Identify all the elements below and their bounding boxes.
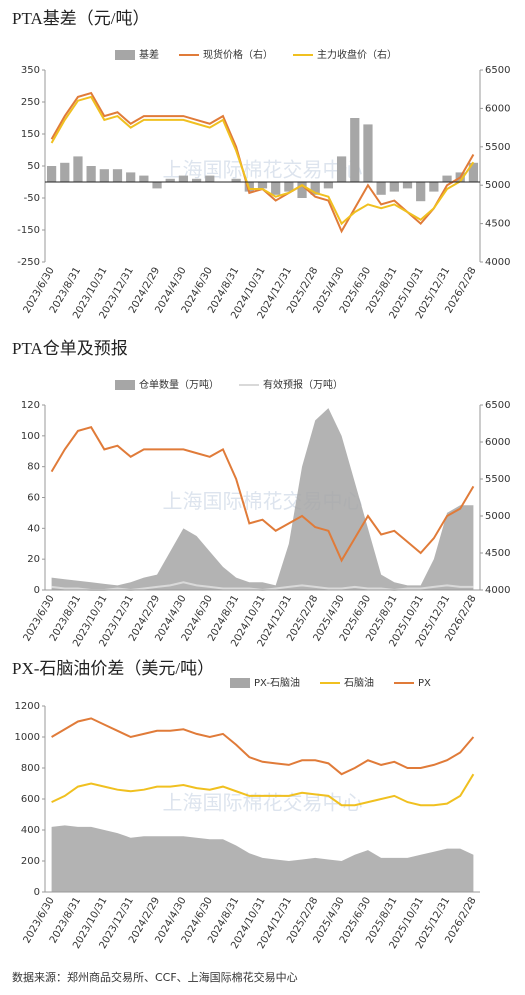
legend-label: PX-石脑油 xyxy=(254,676,300,689)
bar xyxy=(363,124,373,182)
line xyxy=(50,95,475,226)
y-tick-label: 0 xyxy=(34,887,40,898)
bar xyxy=(112,169,123,182)
chart-title: PTA仓单及预报 xyxy=(12,339,128,358)
bar xyxy=(297,182,307,198)
y2-tick-label: 5500 xyxy=(485,474,510,485)
y-tick-label: 120 xyxy=(21,400,40,411)
y2-tick-label: 5000 xyxy=(485,180,510,191)
legend-swatch xyxy=(115,380,135,390)
line xyxy=(51,717,475,776)
bar xyxy=(284,182,294,192)
bar xyxy=(178,175,189,182)
watermark: 上海国际棉花交易中心 xyxy=(163,791,363,815)
bar xyxy=(60,162,70,182)
legend-label: 主力收盘价（右） xyxy=(317,48,397,61)
bar xyxy=(402,182,413,189)
y-tick-label: 20 xyxy=(27,554,40,565)
bar xyxy=(99,169,109,182)
line xyxy=(50,426,475,563)
y-tick-label: -50 xyxy=(24,193,40,204)
bar xyxy=(205,175,215,182)
bar xyxy=(350,118,360,182)
bar xyxy=(376,182,386,195)
bar xyxy=(257,182,268,189)
source-note: 数据来源：郑州商品交易所、CCF、上海国际棉花交易中心 xyxy=(12,970,298,984)
y-tick-label: 400 xyxy=(21,825,40,836)
y-tick-label: 150 xyxy=(21,129,40,140)
y-tick-label: 200 xyxy=(21,856,40,867)
y-tick-label: 1200 xyxy=(15,701,40,712)
y-tick-label: 80 xyxy=(27,462,40,473)
area xyxy=(51,825,474,892)
bar xyxy=(416,182,426,202)
y-tick-label: 250 xyxy=(21,97,40,108)
legend-label: PX xyxy=(418,678,431,689)
bar xyxy=(139,175,149,182)
chart: PX-石脑油价差（美元/吨） 上海国际棉花交易中心 0 200 400 600 800 100… xyxy=(12,659,480,951)
chart: PTA仓单及预报上海国际棉花交易中心0204060801001204000450… xyxy=(12,339,510,649)
y-tick-label: 60 xyxy=(27,493,40,504)
bar xyxy=(468,162,479,182)
bar xyxy=(165,178,175,182)
line xyxy=(51,773,475,807)
bar xyxy=(442,175,452,182)
bar xyxy=(191,178,202,182)
bar xyxy=(126,172,136,182)
bar xyxy=(323,182,334,189)
chart-title: PX-石脑油价差（美元/吨） xyxy=(12,659,214,678)
bar xyxy=(429,182,439,192)
bar xyxy=(73,156,83,182)
y-tick-label: 600 xyxy=(21,794,40,805)
y-tick-label: 1000 xyxy=(15,732,40,743)
y-tick-label: 40 xyxy=(27,523,40,534)
bar xyxy=(46,166,57,182)
y-tick-label: -150 xyxy=(17,225,40,236)
y2-tick-label: 4000 xyxy=(485,257,510,268)
bar xyxy=(86,166,96,182)
y2-tick-label: 6000 xyxy=(485,437,510,448)
bar xyxy=(310,182,320,195)
legend-label: 仓单数量（万吨） xyxy=(139,378,219,391)
y-tick-label: -250 xyxy=(17,257,40,268)
y2-tick-label: 6500 xyxy=(485,65,510,76)
y2-tick-label: 4500 xyxy=(485,548,510,559)
y2-tick-label: 4000 xyxy=(485,585,510,596)
legend-swatch xyxy=(115,50,135,60)
bar xyxy=(231,178,241,182)
watermark: 上海国际棉花交易中心 xyxy=(163,158,363,182)
y2-tick-label: 5500 xyxy=(485,142,510,153)
y2-tick-label: 4500 xyxy=(485,219,510,230)
bar xyxy=(336,156,347,182)
y2-tick-label: 6500 xyxy=(485,400,510,411)
area xyxy=(51,408,474,590)
y-tick-label: 800 xyxy=(21,763,40,774)
chart: PTA基差（元/吨） 上海国际棉花交易中心 -250 -150 -50 50 150 250 3… xyxy=(12,9,510,321)
bar xyxy=(152,182,162,189)
bar xyxy=(389,182,399,192)
chart-title: PTA基差（元/吨） xyxy=(12,9,149,28)
y-tick-label: 50 xyxy=(27,161,40,172)
legend-label: 有效预报（万吨） xyxy=(263,378,343,391)
legend-label: 基差 xyxy=(139,48,159,61)
y2-tick-label: 6000 xyxy=(485,103,510,114)
y-tick-label: 100 xyxy=(21,431,40,442)
legend-swatch xyxy=(230,678,250,688)
legend-label: 石脑油 xyxy=(344,676,374,689)
legend-label: 现货价格（右） xyxy=(203,48,273,61)
bar xyxy=(271,182,281,195)
y2-tick-label: 5000 xyxy=(485,511,510,522)
y-tick-label: 350 xyxy=(21,65,40,76)
y-tick-label: 0 xyxy=(34,585,40,596)
